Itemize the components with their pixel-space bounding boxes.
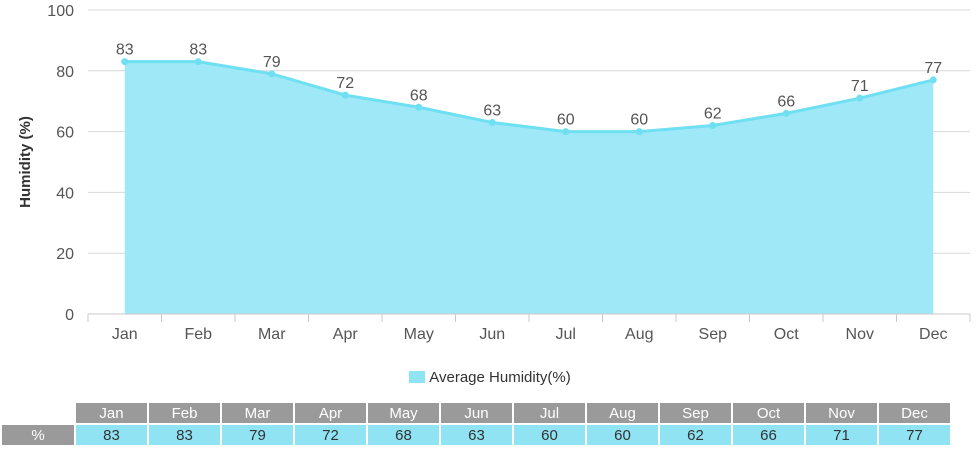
table-corner bbox=[2, 403, 74, 423]
data-label: 77 bbox=[924, 60, 942, 77]
table-header-cell: Jan bbox=[76, 403, 147, 423]
data-point bbox=[782, 109, 790, 117]
data-point bbox=[635, 128, 643, 136]
table-header-cell: Jul bbox=[514, 403, 585, 423]
data-label: 68 bbox=[410, 87, 428, 104]
data-point bbox=[415, 103, 423, 111]
table-header-cell: Jun bbox=[441, 403, 512, 423]
area-series bbox=[124, 60, 934, 315]
x-tick-label: Nov bbox=[846, 326, 874, 343]
table-header-cell: Dec bbox=[879, 403, 950, 423]
y-tick-label: 20 bbox=[56, 246, 74, 263]
x-tick-label: Aug bbox=[625, 326, 653, 343]
x-tick-label: Jan bbox=[112, 326, 138, 343]
table-header-cell: Aug bbox=[587, 403, 658, 423]
y-tick-label: 80 bbox=[56, 64, 74, 81]
y-axis-title: Humidity (%) bbox=[17, 116, 34, 208]
data-table: Jan Feb Mar Apr May Jun Jul Aug Sep Oct Nov Dec % 83… bbox=[0, 401, 952, 447]
data-label: 83 bbox=[116, 42, 134, 59]
data-label: 79 bbox=[263, 54, 281, 71]
data-point bbox=[929, 76, 937, 84]
data-point bbox=[341, 91, 349, 99]
data-point bbox=[709, 122, 717, 130]
table-value-cell: 83 bbox=[149, 425, 220, 445]
table-header-cell: Feb bbox=[149, 403, 220, 423]
table-header-cell: Mar bbox=[222, 403, 293, 423]
data-label: 66 bbox=[777, 93, 795, 110]
data-label: 63 bbox=[483, 102, 501, 119]
data-label: 62 bbox=[704, 106, 722, 123]
legend: Average Humidity(%) bbox=[0, 369, 980, 386]
legend-swatch bbox=[409, 371, 426, 383]
y-tick-label: 100 bbox=[47, 3, 74, 20]
table-header-cell: May bbox=[368, 403, 439, 423]
table-header-cell: Sep bbox=[660, 403, 731, 423]
table-value-cell: 68 bbox=[368, 425, 439, 445]
table-value-cell: 79 bbox=[222, 425, 293, 445]
x-tick-label: Oct bbox=[774, 326, 799, 343]
legend-label: Average Humidity(%) bbox=[429, 369, 571, 386]
data-point bbox=[488, 118, 496, 126]
table-value-cell: 72 bbox=[295, 425, 366, 445]
x-tick-label: Apr bbox=[333, 326, 359, 343]
table-header-cell: Nov bbox=[806, 403, 877, 423]
series-line bbox=[124, 60, 934, 134]
y-tick-label: 40 bbox=[56, 185, 74, 202]
table-value-cell: 66 bbox=[733, 425, 804, 445]
table-value-cell: 60 bbox=[514, 425, 585, 445]
x-tick-label: Feb bbox=[184, 326, 212, 343]
x-tick-label: Mar bbox=[258, 326, 286, 343]
x-tick-label: Sep bbox=[699, 326, 728, 343]
table-value-cell: 60 bbox=[587, 425, 658, 445]
data-point bbox=[856, 94, 864, 102]
x-tick-label: Jun bbox=[479, 326, 505, 343]
table-value-cell: 63 bbox=[441, 425, 512, 445]
data-point bbox=[194, 58, 202, 66]
area-fill bbox=[124, 61, 934, 315]
table-value-cell: 83 bbox=[76, 425, 147, 445]
table-row-label: % bbox=[2, 425, 74, 445]
table-header-row: Jan Feb Mar Apr May Jun Jul Aug Sep Oct Nov Dec bbox=[2, 403, 950, 423]
data-point bbox=[268, 70, 276, 78]
data-label: 83 bbox=[189, 42, 207, 59]
data-label: 71 bbox=[851, 78, 869, 95]
table-value-cell: 62 bbox=[660, 425, 731, 445]
table-value-cell: 71 bbox=[806, 425, 877, 445]
data-label: 60 bbox=[630, 112, 648, 129]
humidity-area-chart: 0 20 40 60 80 100 Jan Feb Mar Apr May Jun Jul Aug Sep O… bbox=[17, 3, 971, 343]
data-label: 60 bbox=[557, 112, 575, 129]
data-point bbox=[562, 128, 570, 136]
data-point bbox=[121, 58, 129, 66]
data-label: 72 bbox=[336, 75, 354, 92]
x-tick-label: May bbox=[404, 326, 434, 343]
table-header-cell: Apr bbox=[295, 403, 366, 423]
table-value-cell: 77 bbox=[879, 425, 950, 445]
y-tick-label: 0 bbox=[65, 307, 74, 324]
x-tick-label: Jul bbox=[556, 326, 576, 343]
data-marks: 83 83 79 72 68 63 60 60 62 66 71 77 bbox=[116, 42, 942, 136]
table-value-row: % 83 83 79 72 68 63 60 60 62 66 71 77 bbox=[2, 425, 950, 445]
x-tick-label: Dec bbox=[919, 326, 947, 343]
y-tick-label: 60 bbox=[56, 125, 74, 142]
axes: 0 20 40 60 80 100 Jan Feb Mar Apr May Jun Jul Aug Sep O… bbox=[47, 3, 971, 343]
table-header-cell: Oct bbox=[733, 403, 804, 423]
